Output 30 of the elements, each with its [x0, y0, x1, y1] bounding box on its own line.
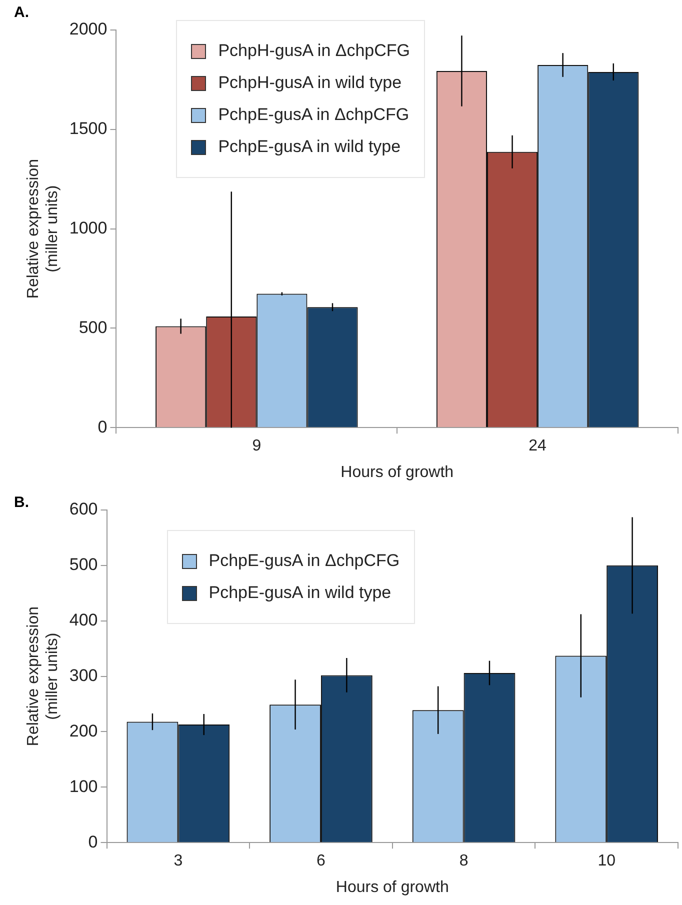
y-tick-label: 0	[88, 832, 98, 852]
y-tick-label: 500	[69, 555, 98, 574]
text: B.	[14, 494, 29, 511]
legend-label: PchpE-gusA in ΔchpCFG	[208, 551, 400, 571]
legend-label: PchpE-gusA in wild type	[208, 583, 392, 603]
x-axis-title: Hours of growth	[336, 878, 449, 896]
y-tick-label: 500	[78, 318, 108, 337]
x-tick-label: 9	[252, 438, 262, 455]
y-tick-label: 2000	[69, 20, 108, 39]
x-tick-label: 8	[459, 852, 468, 870]
y-tick-label: 600	[69, 500, 98, 519]
y-tick-label: 0	[98, 417, 108, 436]
legend-label: PchpE-gusA in ΔchpCFG	[218, 105, 410, 125]
y-tick-label: 300	[69, 666, 98, 685]
legend-label: PchpH-gusA in ΔchpCFG	[218, 41, 410, 61]
y-tick-label: 1000	[69, 218, 108, 238]
x-tick-label: 3	[174, 852, 183, 870]
x-tick-label: 24	[528, 438, 547, 455]
y-tick-label: 400	[69, 610, 98, 630]
legend-label: PchpH-gusA in wild type	[218, 73, 402, 93]
y-tick-label: 100	[69, 776, 98, 796]
y-tick-label: 1500	[69, 119, 108, 138]
x-tick-label: 10	[598, 852, 616, 870]
text: A.	[14, 4, 29, 21]
y-tick-label: 200	[69, 721, 98, 740]
legend-label: PchpE-gusA in wild type	[218, 137, 401, 157]
y-axis-title: Relative expression (miller units)	[25, 158, 62, 299]
y-axis-title: Relative expression (miller units)	[25, 606, 62, 746]
x-tick-label: 6	[316, 852, 326, 870]
x-axis-title: Hours of growth	[340, 464, 454, 481]
